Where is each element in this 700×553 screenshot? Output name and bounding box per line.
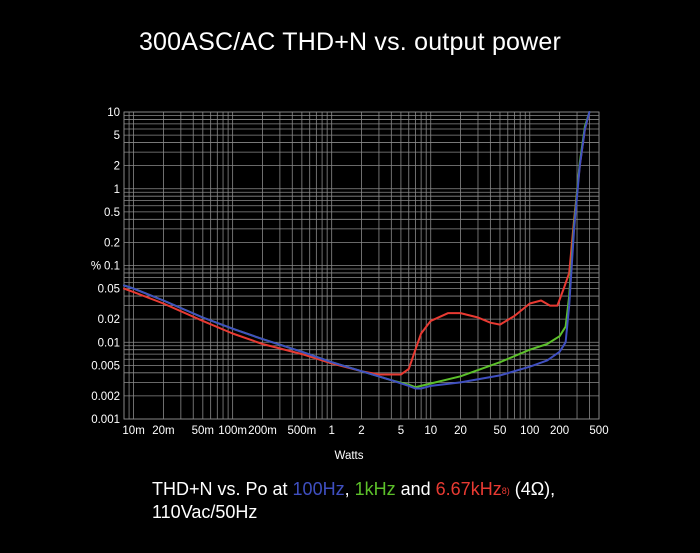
x-tick-label: 500 (589, 425, 608, 437)
grid (123, 111, 600, 420)
caption-and: and (395, 479, 436, 499)
caption-100hz: 100Hz (292, 479, 345, 499)
series-line-100hz (123, 111, 591, 390)
x-tick-label: 10 (424, 425, 437, 437)
x-tick-label: 20 (454, 425, 467, 437)
caption-line-2: 110Vac/50Hz (152, 502, 258, 522)
y-tick-labels: 0.001 0.002 0.005 0.01 0.02 0.05 0.1 0.2 0.5 1 2 5 1… (91, 107, 120, 426)
x-tick-label: 1 (328, 425, 334, 437)
plot-frame (123, 111, 600, 420)
caption: THD+N vs. Po at 100Hz, 1kHz and 6.67kHz8… (152, 478, 555, 524)
x-axis-label: Watts (335, 450, 364, 462)
caption-footnote: 8) (501, 486, 510, 496)
caption-line-1: THD+N vs. Po at 100Hz, 1kHz and 6.67kHz8… (152, 478, 555, 501)
y-tick-label: 10 (107, 107, 120, 119)
caption-load: (4Ω), (509, 479, 556, 499)
y-tick-label: 0.005 (91, 360, 120, 372)
caption-separator: , (344, 479, 355, 499)
x-tick-label: 100m (218, 425, 247, 437)
caption-prefix: THD+N vs. Po at (152, 479, 293, 499)
y-tick-label: 0.2 (104, 237, 120, 249)
caption-1khz: 1kHz (354, 479, 396, 499)
caption-667khz: 6.67kHz (435, 479, 502, 499)
x-tick-label: 50 (494, 425, 507, 437)
x-tick-label: 100 (520, 425, 539, 437)
y-tick-label: 5 (114, 130, 120, 142)
x-tick-label: 5 (398, 425, 404, 437)
y-tick-label: 0.5 (104, 207, 120, 219)
x-tick-label: 50m (192, 425, 214, 437)
series-line-6-67khz (123, 111, 591, 376)
y-tick-label: 2 (114, 161, 120, 173)
y-tick-label: 0.001 (91, 414, 120, 426)
y-tick-label: 0.01 (98, 337, 120, 349)
y-tick-label: 0.1 (104, 261, 120, 273)
y-tick-label: 0.05 (98, 284, 120, 296)
x-tick-label: 200 (550, 425, 569, 437)
x-tick-label: 200m (248, 425, 277, 437)
x-tick-label: 20m (152, 425, 174, 437)
x-tick-labels: 10m 20m 50m 100m 200m 500m 1 2 5 10 20 50 100 200 500 (122, 425, 608, 437)
x-tick-label: 500m (287, 425, 316, 437)
y-axis-label: % (91, 261, 101, 273)
x-tick-label: 10m (122, 425, 144, 437)
chart-title: 300ASC/AC THD+N vs. output power (138, 28, 562, 56)
y-tick-label: 0.002 (91, 391, 120, 403)
y-tick-label: 1 (114, 184, 120, 196)
series-lines (123, 111, 591, 390)
x-tick-label: 2 (358, 425, 364, 437)
y-tick-label: 0.02 (98, 314, 120, 326)
